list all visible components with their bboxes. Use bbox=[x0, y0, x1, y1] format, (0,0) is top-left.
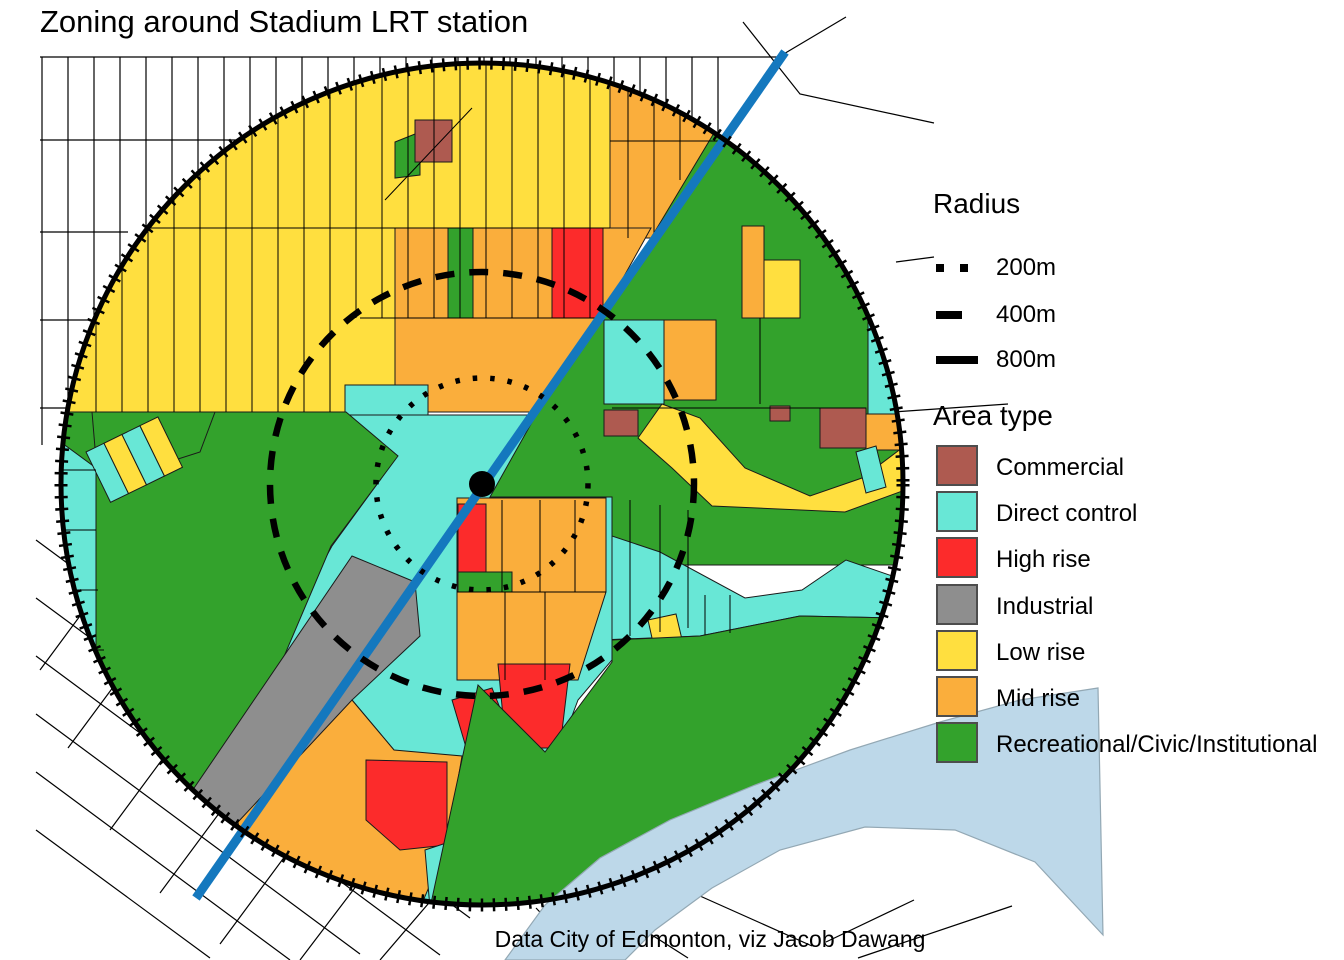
low-rise-swatch bbox=[936, 630, 978, 671]
station-marker bbox=[469, 471, 495, 497]
legend-item-commercial: Commercial bbox=[933, 445, 1333, 487]
legend-item-direct-control: Direct control bbox=[933, 491, 1333, 533]
ring-800m-rough-edge bbox=[54, 56, 910, 912]
industrial-swatch bbox=[936, 584, 978, 625]
legend-item-200m: 200m bbox=[933, 254, 1133, 284]
high-rise-swatch bbox=[936, 537, 978, 578]
ring-400m bbox=[266, 268, 698, 700]
legend-item-400m: 400m bbox=[933, 301, 1133, 331]
legend-item-recreational: Recreational/Civic/Institutional bbox=[933, 722, 1333, 764]
zone-direct-control-notch bbox=[344, 384, 429, 416]
zone-low-rise-hook bbox=[637, 403, 903, 513]
zone-direct-control-stripe bbox=[855, 445, 887, 494]
legend-item-low-rise: Low rise bbox=[933, 630, 1333, 672]
zone-mid-rise-south-center bbox=[456, 497, 607, 681]
legend-item-high-rise: High rise bbox=[933, 537, 1333, 579]
area-type-legend-title: Area type bbox=[933, 400, 1053, 431]
radius-legend-title: Radius bbox=[933, 188, 1021, 219]
commercial-swatch bbox=[936, 445, 978, 486]
zone-low-rise-ne1 bbox=[763, 259, 801, 319]
zone-high-rise-north bbox=[551, 227, 604, 319]
data-credit-caption: Data City of Edmonton, viz Jacob Dawang bbox=[494, 926, 926, 952]
mid-rise-swatch bbox=[936, 676, 978, 717]
recreational-swatch bbox=[936, 722, 978, 763]
zone-recreational-sc bbox=[457, 571, 513, 593]
zone-mid-rise-ne1 bbox=[741, 225, 765, 319]
direct-control-swatch bbox=[936, 491, 978, 532]
zone-high-rise-bottom bbox=[365, 759, 448, 851]
legend-item-mid-rise: Mid rise bbox=[933, 676, 1333, 718]
zone-commercial-e1 bbox=[603, 409, 639, 437]
zone-commercial-e3 bbox=[819, 407, 867, 449]
legend-item-800m: 800m bbox=[933, 346, 1133, 376]
solid-line-icon bbox=[936, 356, 978, 374]
ring-200m bbox=[373, 375, 591, 593]
page-title: Zoning around Stadium LRT station bbox=[40, 4, 529, 39]
dashed-line-icon bbox=[936, 311, 962, 329]
zoning-areas bbox=[61, 63, 903, 905]
dotted-line-icon bbox=[936, 264, 984, 282]
legend-item-industrial: Industrial bbox=[933, 584, 1333, 626]
striped-parcels bbox=[85, 416, 184, 504]
zone-commercial-e2 bbox=[769, 405, 791, 422]
